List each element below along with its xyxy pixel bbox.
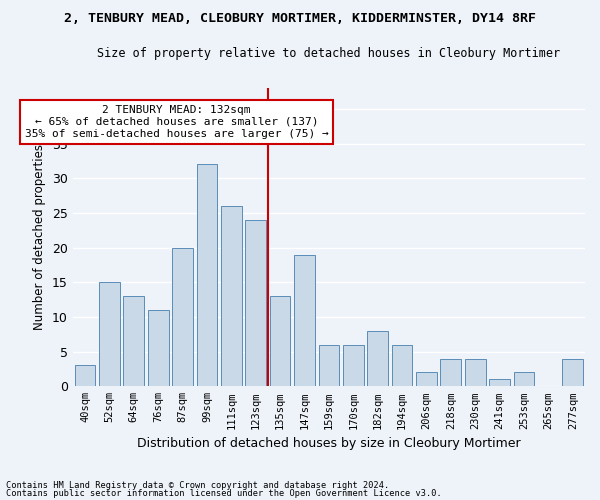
- Text: 2, TENBURY MEAD, CLEOBURY MORTIMER, KIDDERMINSTER, DY14 8RF: 2, TENBURY MEAD, CLEOBURY MORTIMER, KIDD…: [64, 12, 536, 26]
- Bar: [245, 220, 266, 386]
- Bar: [416, 372, 437, 386]
- Bar: [319, 344, 339, 387]
- Text: 2 TENBURY MEAD: 132sqm
← 65% of detached houses are smaller (137)
35% of semi-de: 2 TENBURY MEAD: 132sqm ← 65% of detached…: [25, 106, 328, 138]
- Bar: [367, 331, 388, 386]
- Bar: [392, 344, 412, 387]
- Bar: [294, 254, 315, 386]
- Bar: [74, 366, 95, 386]
- Text: Contains HM Land Registry data © Crown copyright and database right 2024.: Contains HM Land Registry data © Crown c…: [6, 481, 389, 490]
- Text: Contains public sector information licensed under the Open Government Licence v3: Contains public sector information licen…: [6, 488, 442, 498]
- Bar: [148, 310, 169, 386]
- Bar: [343, 344, 364, 387]
- X-axis label: Distribution of detached houses by size in Cleobury Mortimer: Distribution of detached houses by size …: [137, 437, 521, 450]
- Y-axis label: Number of detached properties: Number of detached properties: [34, 144, 46, 330]
- Bar: [465, 358, 485, 386]
- Bar: [440, 358, 461, 386]
- Bar: [514, 372, 535, 386]
- Bar: [270, 296, 290, 386]
- Bar: [124, 296, 144, 386]
- Bar: [99, 282, 120, 387]
- Bar: [562, 358, 583, 386]
- Title: Size of property relative to detached houses in Cleobury Mortimer: Size of property relative to detached ho…: [97, 48, 560, 60]
- Bar: [489, 380, 510, 386]
- Bar: [172, 248, 193, 386]
- Bar: [197, 164, 217, 386]
- Bar: [221, 206, 242, 386]
